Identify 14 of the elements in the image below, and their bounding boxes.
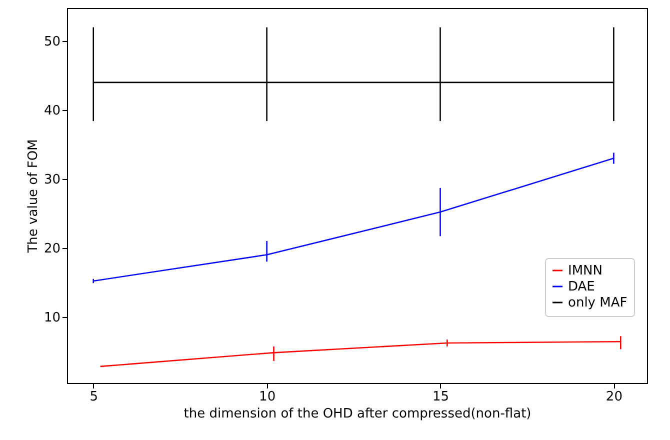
y-tick-label: 30 (44, 172, 60, 188)
y-tick-label: 50 (44, 34, 60, 50)
y-tick-label: 20 (44, 241, 60, 256)
x-tick-label: 15 (432, 390, 450, 404)
x-tick-label: 10 (259, 390, 276, 404)
y-tick-label: 40 (44, 104, 60, 119)
x-tick-label: 20 (606, 390, 622, 404)
legend-label: only MAF (568, 296, 628, 310)
legend-label: IMNN (568, 264, 602, 278)
y-tick-label: 10 (44, 310, 60, 326)
x-axis-title: the dimension of the OHD after compressed(non-flat) (184, 406, 532, 422)
x-tick-label: 5 (90, 390, 98, 404)
legend-label: DAE (568, 280, 595, 294)
y-axis-title: The value of FOM (26, 139, 41, 254)
